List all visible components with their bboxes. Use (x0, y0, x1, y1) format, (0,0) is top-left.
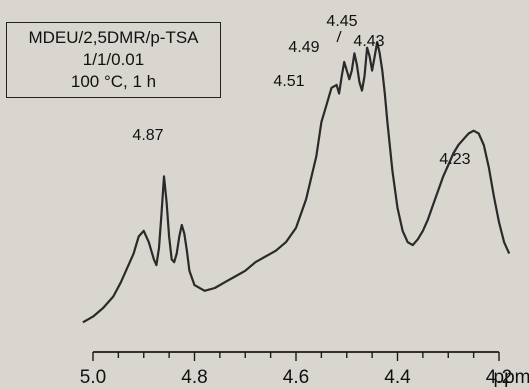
peak-label: 4.45 (326, 13, 357, 30)
peak-label: 4.51 (273, 73, 304, 90)
peak-label-pointer (336, 30, 342, 43)
legend-line-sample: MDEU/2,5DMR/p-TSA (28, 28, 199, 47)
x-tick-label: 4.6 (283, 367, 309, 388)
peak-label: 4.43 (353, 33, 384, 50)
x-tick-label: 4.2 (486, 367, 512, 388)
legend-line-condition: 100 °C, 1 h (70, 72, 157, 91)
sample-legend-box: MDEU/2,5DMR/p-TSA 1/1/0.01 100 °C, 1 h (6, 22, 221, 98)
spectrum-line (82, 40, 511, 324)
x-tick-label: 4.4 (384, 367, 411, 388)
legend-line-ratio: 1/1/0.01 (82, 50, 145, 69)
peak-label: 4.87 (132, 127, 163, 144)
x-axis-unit-label: ppm (494, 367, 529, 388)
peak-label: 4.49 (288, 39, 319, 56)
plot-area (82, 40, 511, 324)
x-tick-label: 4.8 (181, 367, 207, 388)
x-tick-label: 5.0 (80, 367, 106, 388)
peak-label: 4.23 (439, 151, 470, 168)
peak-labels: 4.87 4.51 4.49 4.45 4.43 4.23 (132, 13, 470, 168)
